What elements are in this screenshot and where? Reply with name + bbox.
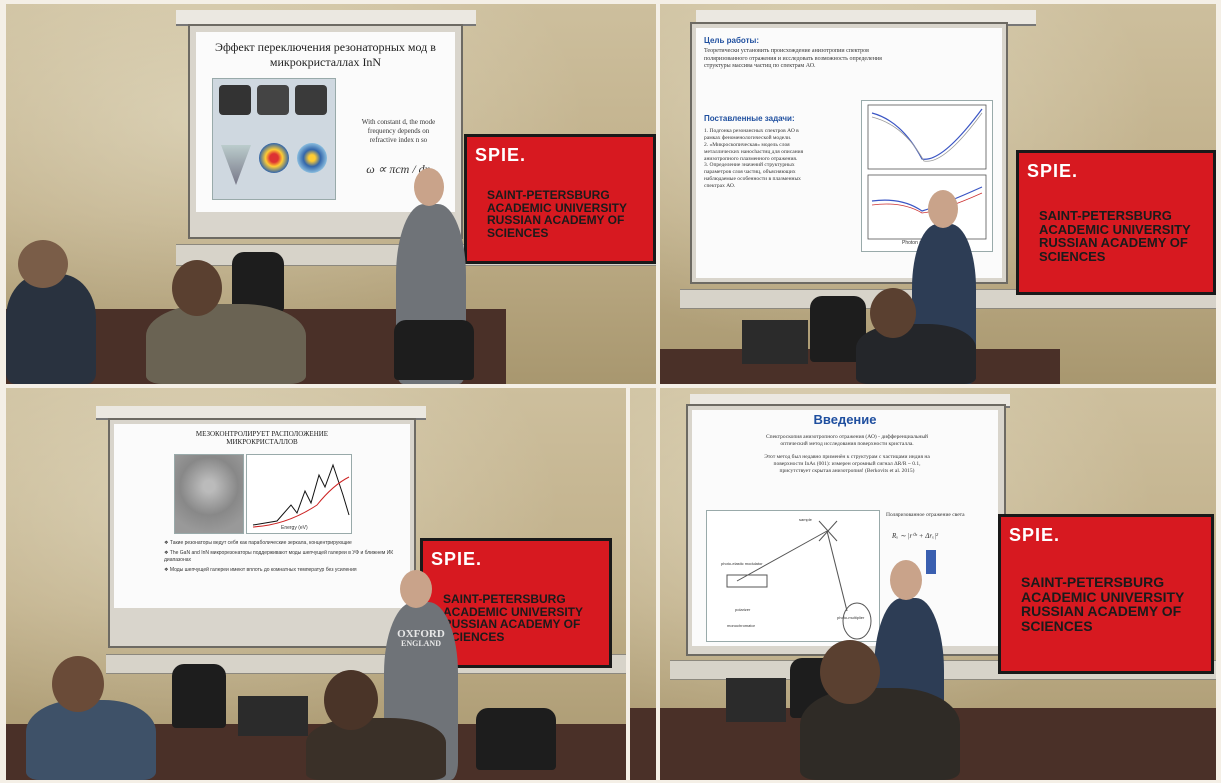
- presenter-head: [414, 168, 444, 206]
- audience-head: [172, 260, 222, 316]
- slide-intro-text: Спектроскопия анизотропного отражения (А…: [764, 434, 930, 474]
- banner-text: SAINT-PETERSBURG ACADEMIC UNIVERSITY RUS…: [487, 188, 628, 240]
- chair: [394, 320, 474, 380]
- photo-collage: Эффект переключения резонаторных мод в м…: [6, 4, 1216, 780]
- spie-banner: SPIE. SAINT-PETERSBURG ACADEMIC UNIVERSI…: [998, 514, 1214, 674]
- audience-member: [6, 274, 96, 384]
- audience-member: [306, 718, 446, 780]
- audience-member: [856, 324, 976, 384]
- audience-head: [18, 240, 68, 288]
- banner-text: SAINT-PETERSBURG ACADEMIC UNIVERSITY RUS…: [443, 592, 584, 644]
- chair: [172, 664, 226, 728]
- banner-text: SAINT-PETERSBURG ACADEMIC UNIVERSITY RUS…: [1021, 574, 1185, 635]
- slide-goal-text: Теоретически установить происхождение ан…: [704, 48, 882, 69]
- spie-logo: SPIE.: [1009, 525, 1061, 545]
- audience-member: [146, 304, 306, 384]
- presentation-slide: МЕЗОКОНТРОЛИРУЕТ РАСПОЛОЖЕНИЕ МИКРОКРИСТ…: [114, 424, 410, 608]
- plot-xlabel: Energy (eV): [281, 525, 308, 531]
- audience-head: [52, 656, 104, 712]
- slide-bullets: ❖ Такие резонаторы ведут себя как парабо…: [164, 540, 394, 573]
- slide-heading: Цель работы:: [704, 36, 759, 45]
- projector-screen: Эффект переключения резонаторных мод в м…: [188, 24, 463, 239]
- diagram-label: polarizer: [735, 607, 751, 612]
- diagram-label: monochromator: [727, 623, 756, 628]
- photo-panel-top-left: Эффект переключения резонаторных мод в м…: [6, 4, 656, 384]
- slide-formula: Rₓ ∼ |r⁰ˣ + Δrₓ|²: [892, 532, 939, 540]
- laptop: [726, 678, 786, 722]
- chair: [232, 252, 284, 312]
- setup-diagram: sample photo-elastic modulator polarizer…: [706, 510, 880, 642]
- chair: [476, 708, 556, 770]
- laptop: [238, 696, 308, 736]
- spie-banner: SPIE. SAINT-PETERSBURG ACADEMIC UNIVERSI…: [420, 538, 612, 668]
- spie-banner: SPIE. SAINT-PETERSBURG ACADEMIC UNIVERSI…: [1016, 150, 1216, 295]
- photo-panel-top-right: Цель работы: Теоретически установить про…: [660, 4, 1216, 384]
- microcrystal-sem-image: [174, 454, 244, 534]
- spie-logo: SPIE.: [431, 549, 483, 569]
- slide-heading: Поставленные задачи:: [704, 114, 795, 123]
- presenter-head: [400, 570, 432, 608]
- slide-title: Введение: [813, 412, 877, 427]
- microcrystal-images: [212, 78, 336, 200]
- projector-screen: МЕЗОКОНТРОЛИРУЕТ РАСПОЛОЖЕНИЕ МИКРОКРИСТ…: [108, 418, 416, 648]
- spie-logo: SPIE.: [1027, 161, 1079, 181]
- arrow-down-icon: [926, 550, 936, 574]
- audience-head: [870, 288, 916, 338]
- photo-panel-bottom-left: МЕЗОКОНТРОЛИРУЕТ РАСПОЛОЖЕНИЕ МИКРОКРИСТ…: [6, 388, 626, 780]
- panel-separator: [6, 384, 1216, 388]
- laptop: [742, 320, 808, 364]
- diagram-label: sample: [799, 517, 812, 522]
- banner-text: SAINT-PETERSBURG ACADEMIC UNIVERSITY RUS…: [1039, 208, 1191, 264]
- presentation-slide: Введение Спектроскопия анизотропного отр…: [692, 410, 998, 646]
- polarized-label: Поляризованное отражение света: [886, 512, 965, 518]
- projector-screen: Введение Спектроскопия анизотропного отр…: [686, 404, 1006, 656]
- audience-head: [324, 670, 378, 730]
- spie-logo: SPIE.: [475, 145, 527, 165]
- slide-task-list: 1. Подгонка резонансных спектров АО в ра…: [704, 128, 804, 189]
- audience-head: [820, 640, 880, 704]
- slide-formula: ω ∝ πcm / dn: [366, 162, 431, 176]
- presenter-head: [928, 190, 958, 228]
- audience-member: [26, 700, 156, 780]
- slide-title: МЕЗОКОНТРОЛИРУЕТ РАСПОЛОЖЕНИЕ МИКРОКРИСТ…: [195, 430, 329, 446]
- diagram-label: photo-elastic modulator: [721, 561, 763, 566]
- diagram-label: photo-multiplier: [837, 615, 865, 620]
- photo-panel-bottom-right: Введение Спектроскопия анизотропного отр…: [630, 388, 1216, 780]
- panel-separator: [656, 4, 660, 780]
- audience-member: [800, 688, 960, 780]
- slide-body-text: With constant d, the mode frequency depe…: [361, 118, 436, 144]
- spectra-plot: Photon energy (eV): [861, 100, 993, 252]
- pl-spectrum-plot: Energy (eV): [246, 454, 352, 534]
- slide-title: Эффект переключения резонаторных мод в м…: [215, 40, 436, 69]
- presentation-slide: Эффект переключения резонаторных мод в м…: [196, 32, 455, 212]
- spie-banner: SPIE. SAINT-PETERSBURG ACADEMIC UNIVERSI…: [464, 134, 656, 264]
- shirt-print: OXFORD ENGLAND: [397, 628, 445, 649]
- presenter-head: [890, 560, 922, 600]
